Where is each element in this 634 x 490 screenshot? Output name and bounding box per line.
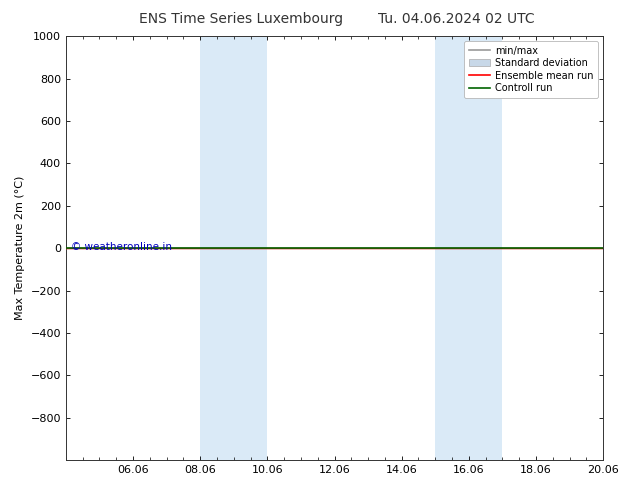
Y-axis label: Max Temperature 2m (°C): Max Temperature 2m (°C) bbox=[15, 176, 25, 320]
Text: © weatheronline.in: © weatheronline.in bbox=[71, 242, 172, 252]
Bar bbox=[436, 36, 502, 460]
Text: Tu. 04.06.2024 02 UTC: Tu. 04.06.2024 02 UTC bbox=[378, 12, 535, 26]
Legend: min/max, Standard deviation, Ensemble mean run, Controll run: min/max, Standard deviation, Ensemble me… bbox=[464, 41, 598, 98]
Bar bbox=[200, 36, 268, 460]
Text: ENS Time Series Luxembourg: ENS Time Series Luxembourg bbox=[139, 12, 343, 26]
